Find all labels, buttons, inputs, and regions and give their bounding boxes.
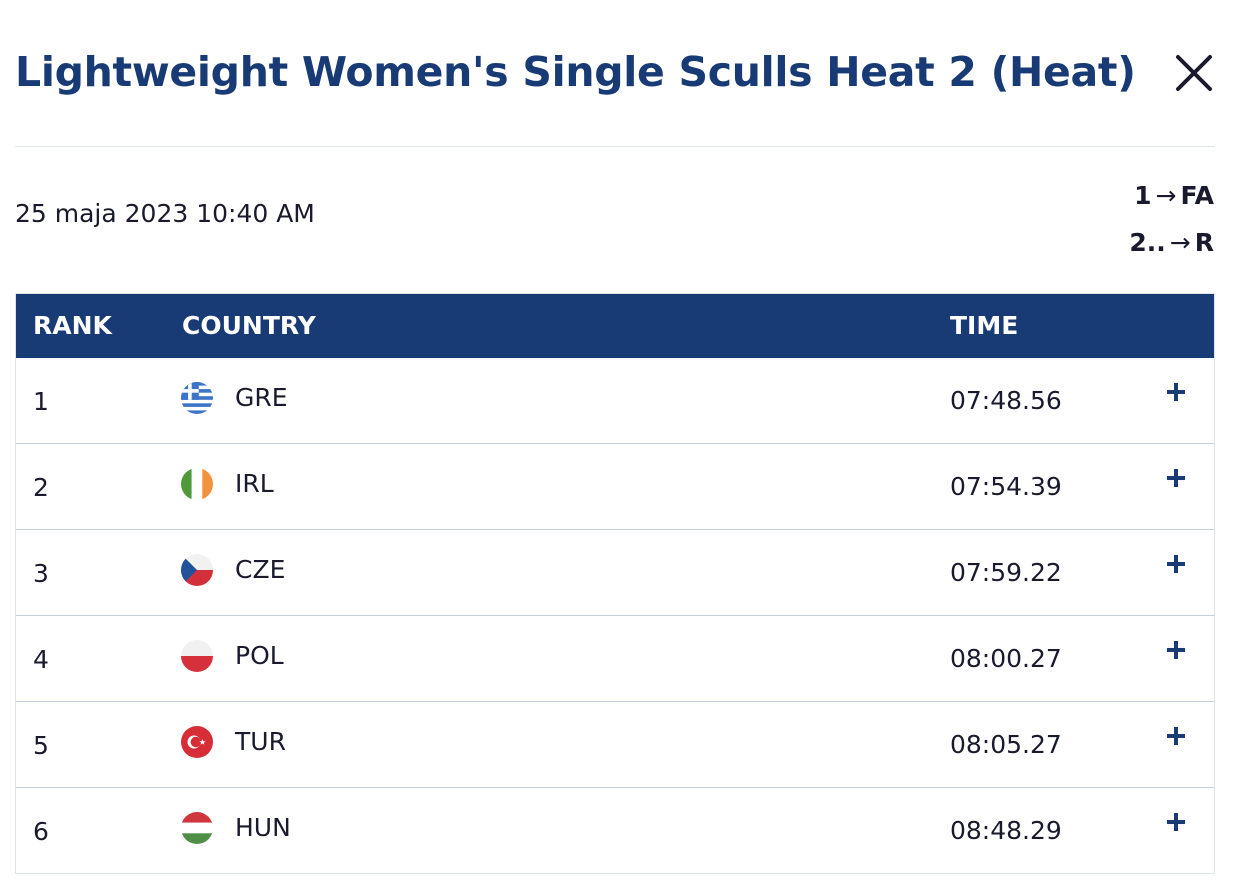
table-row[interactable]: 6 HUN 08:48.29 [16, 787, 1214, 873]
country-cell: HUN [235, 813, 291, 842]
poland-flag-icon [181, 640, 213, 672]
rank-cell: 5 [33, 731, 49, 760]
header-divider [15, 146, 1215, 147]
hungary-flag-icon [181, 812, 213, 844]
table-header: RANK COUNTRY TIME [16, 294, 1214, 358]
rank-cell: 6 [33, 817, 49, 846]
greece-flag-icon [181, 382, 213, 414]
expand-plus-icon[interactable] [1164, 380, 1188, 404]
progression-to: FA [1180, 181, 1214, 210]
time-cell: 07:48.56 [950, 386, 1062, 415]
table-body: 1 GRE 07:48.56 2 [16, 358, 1214, 873]
table-row[interactable]: 1 GRE 07:48.56 [16, 358, 1214, 443]
progression-from: 1 [1134, 181, 1152, 210]
time-cell: 08:00.27 [950, 644, 1062, 673]
column-header-rank: RANK [33, 311, 112, 340]
expand-plus-icon[interactable] [1164, 810, 1188, 834]
arrow-right-icon: → [1169, 228, 1191, 257]
modal-header: Lightweight Women's Single Sculls Heat 2… [15, 48, 1215, 108]
arrow-right-icon: → [1155, 181, 1177, 210]
table-row[interactable]: 4 POL 08:00.27 [16, 615, 1214, 701]
rank-cell: 4 [33, 645, 49, 674]
country-cell: POL [235, 641, 284, 670]
rank-cell: 3 [33, 559, 49, 588]
country-cell: CZE [235, 555, 286, 584]
results-table: RANK COUNTRY TIME 1 GRE 07:48.5 [15, 293, 1215, 874]
expand-plus-icon[interactable] [1164, 466, 1188, 490]
expand-plus-icon[interactable] [1164, 724, 1188, 748]
progression-rule: 2.. → R [1129, 219, 1214, 266]
rank-cell: 1 [33, 387, 49, 416]
race-date: 25 maja 2023 10:40 AM [15, 199, 315, 228]
rank-cell: 2 [33, 473, 49, 502]
time-cell: 08:48.29 [950, 816, 1062, 845]
progression-to: R [1194, 228, 1214, 257]
table-row[interactable]: 3 CZE 07:59.22 [16, 529, 1214, 615]
table-row[interactable]: 5 TUR 08:05.27 [16, 701, 1214, 787]
time-cell: 07:54.39 [950, 472, 1062, 501]
expand-plus-icon[interactable] [1164, 638, 1188, 662]
czechia-flag-icon [181, 554, 213, 586]
column-header-country: COUNTRY [182, 311, 316, 340]
close-button[interactable] [1173, 52, 1215, 94]
table-row[interactable]: 2 IRL 07:54.39 [16, 443, 1214, 529]
time-cell: 07:59.22 [950, 558, 1062, 587]
close-icon [1176, 55, 1212, 91]
progression-from: 2.. [1129, 228, 1166, 257]
country-cell: IRL [235, 469, 274, 498]
ireland-flag-icon [181, 468, 213, 500]
time-cell: 08:05.27 [950, 730, 1062, 759]
page-title: Lightweight Women's Single Sculls Heat 2… [15, 48, 1136, 96]
turkey-flag-icon [181, 726, 213, 758]
progression-rules: 1 → FA 2.. → R [1129, 172, 1214, 266]
column-header-time: TIME [950, 311, 1019, 340]
country-cell: GRE [235, 383, 288, 412]
progression-rule: 1 → FA [1129, 172, 1214, 219]
expand-plus-icon[interactable] [1164, 552, 1188, 576]
country-cell: TUR [235, 727, 286, 756]
